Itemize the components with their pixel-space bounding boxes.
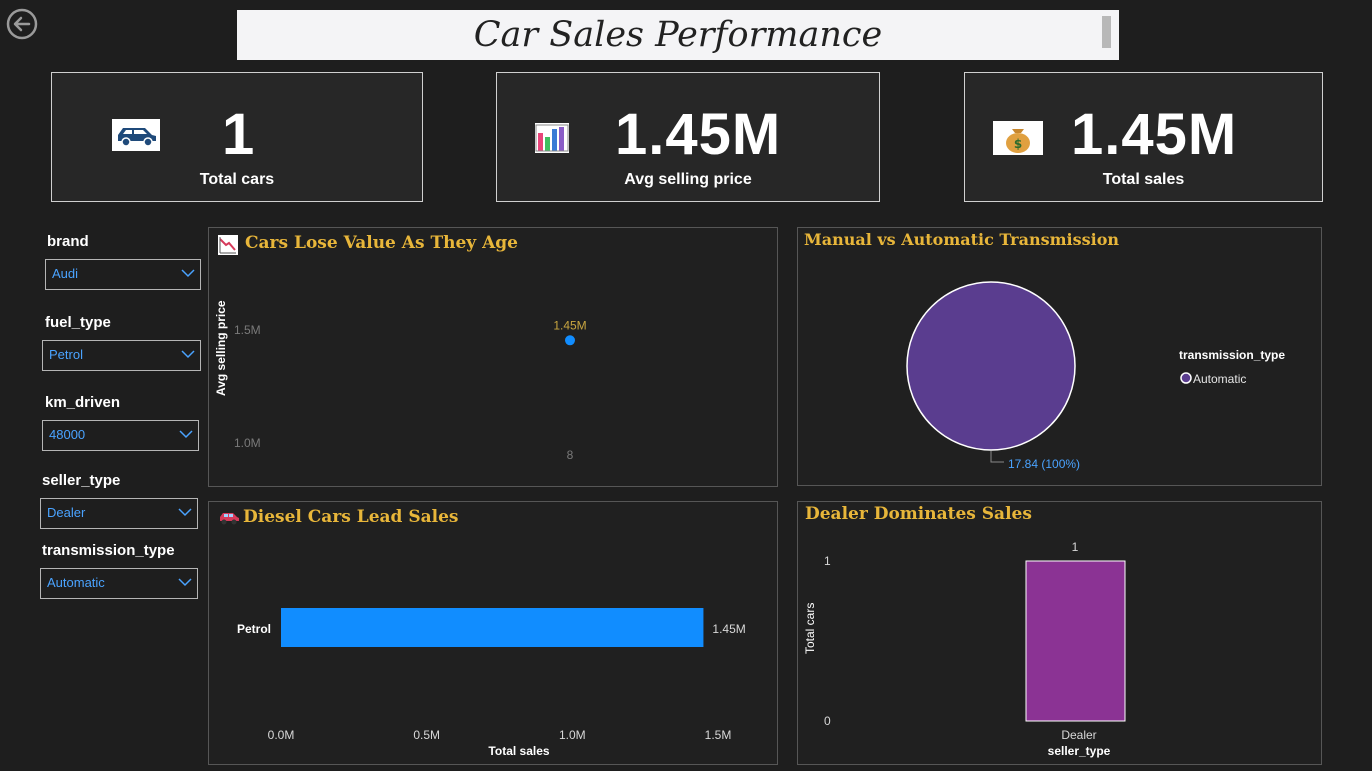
chevron-down-icon <box>179 430 193 439</box>
transmission-type-filter-label: transmission_type <box>42 542 175 559</box>
legend-title: transmission_type <box>1179 348 1285 362</box>
category-label: Petrol <box>237 622 271 636</box>
fuel-type-filter-dropdown[interactable]: Petrol <box>42 340 201 371</box>
y-tick-label: 1.5M <box>234 323 261 337</box>
title-scrollbar[interactable] <box>1102 16 1111 48</box>
data-label: 1.45M <box>712 622 745 636</box>
scatter-point[interactable] <box>565 335 575 346</box>
chart-panel-seller-type: Dealer Dominates Sales Total cars 1 0 1 … <box>797 501 1322 765</box>
data-label: 1.45M <box>553 318 586 332</box>
x-tick-label: 0.5M <box>413 728 440 742</box>
seller-type-filter-value: Dealer <box>47 505 86 520</box>
bar[interactable] <box>1025 560 1126 722</box>
pie-chart: 17.84 (100%) transmission_type Automatic <box>906 281 1285 471</box>
x-tick-label: 0.0M <box>268 728 295 742</box>
seller-type-filter-label: seller_type <box>42 472 121 489</box>
money-bag-icon: $ <box>993 121 1043 155</box>
transmission-type-filter-value: Automatic <box>47 575 105 590</box>
chart-panel-transmission: Manual vs Automatic Transmission 17.84 (… <box>797 227 1322 486</box>
chart-title: Manual vs Automatic Transmission <box>804 230 1120 249</box>
car-icon <box>112 119 160 151</box>
chevron-down-icon <box>178 578 192 587</box>
pie-data-label: 17.84 (100%) <box>1008 457 1080 471</box>
brand-filter-label: brand <box>47 233 89 250</box>
kpi-value: 1 <box>222 102 256 167</box>
page-title: Car Sales Performance <box>473 15 883 55</box>
chart-title: Cars Lose Value As They Age <box>245 233 518 253</box>
chart-panel-fuel-sales: Diesel Cars Lead Sales Petrol 1.45M 0.0M… <box>208 501 778 765</box>
brand-filter-dropdown[interactable]: Audi <box>45 259 201 290</box>
y-tick-label: 1 <box>824 554 831 568</box>
x-tick-label: 1.0M <box>559 728 586 742</box>
brand-filter-value: Audi <box>52 266 79 281</box>
x-tick-label: 8 <box>567 448 574 462</box>
km-driven-filter-value: 48000 <box>49 427 86 442</box>
x-axis: 0.0M 0.5M 1.0M 1.5M <box>268 728 732 742</box>
pie-slice[interactable] <box>906 281 1076 451</box>
car-icon <box>220 513 239 525</box>
y-axis-title: Total cars <box>803 603 817 654</box>
chevron-down-icon <box>181 350 195 359</box>
x-axis-title: seller_type <box>1048 744 1111 758</box>
back-arrow-icon[interactable] <box>6 8 38 40</box>
page-title-banner: Car Sales Performance <box>237 10 1119 60</box>
pie-label-leader <box>990 451 1004 463</box>
chevron-down-icon <box>181 269 195 278</box>
y-axis-title: Avg selling price <box>214 300 228 396</box>
chevron-down-icon <box>178 508 192 517</box>
chart-title: Dealer Dominates Sales <box>805 504 1032 524</box>
bar-chart-icon <box>535 123 569 153</box>
chart-declining-icon <box>218 235 238 255</box>
legend-item-label[interactable]: Automatic <box>1193 372 1246 386</box>
horizontal-bar-chart: Petrol 1.45M 0.0M 0.5M 1.0M 1.5M Total s… <box>237 608 746 758</box>
kpi-value: 1.45M <box>615 102 782 167</box>
kpi-card-total-sales: $ 1.45M Total sales <box>964 72 1323 202</box>
x-tick-label: 1.5M <box>705 728 732 742</box>
scatter-chart: Avg selling price 1.5M 1.0M 8 1.45M <box>214 300 587 462</box>
legend-marker[interactable] <box>1180 372 1192 384</box>
chart-title: Diesel Cars Lead Sales <box>243 507 459 527</box>
vertical-bar-chart: Total cars 1 0 1 Dealer seller_type <box>803 542 1126 758</box>
x-axis-title: Total sales <box>488 744 549 758</box>
seller-type-filter-dropdown[interactable]: Dealer <box>40 498 198 529</box>
km-driven-filter-dropdown[interactable]: 48000 <box>42 420 199 451</box>
chart-panel-value-by-age: Cars Lose Value As They Age Avg selling … <box>208 227 778 487</box>
kpi-label: Total cars <box>199 171 275 188</box>
km-driven-filter-label: km_driven <box>45 394 121 411</box>
svg-text:$: $ <box>1014 137 1022 151</box>
kpi-card-avg-selling-price: 1.45M Avg selling price <box>496 72 880 202</box>
transmission-type-filter-dropdown[interactable]: Automatic <box>40 568 198 599</box>
kpi-label: Avg selling price <box>624 171 752 188</box>
kpi-value: 1.45M <box>1071 102 1238 167</box>
data-label: 1 <box>1072 542 1079 554</box>
y-tick-label: 1.0M <box>234 436 261 450</box>
kpi-label: Total sales <box>1102 171 1185 188</box>
y-tick-label: 0 <box>824 714 831 728</box>
bar[interactable] <box>281 608 704 647</box>
fuel-type-filter-value: Petrol <box>49 347 83 362</box>
fuel-type-filter-label: fuel_type <box>45 314 111 331</box>
category-label: Dealer <box>1061 728 1096 742</box>
kpi-card-total-cars: 1 Total cars <box>51 72 423 202</box>
